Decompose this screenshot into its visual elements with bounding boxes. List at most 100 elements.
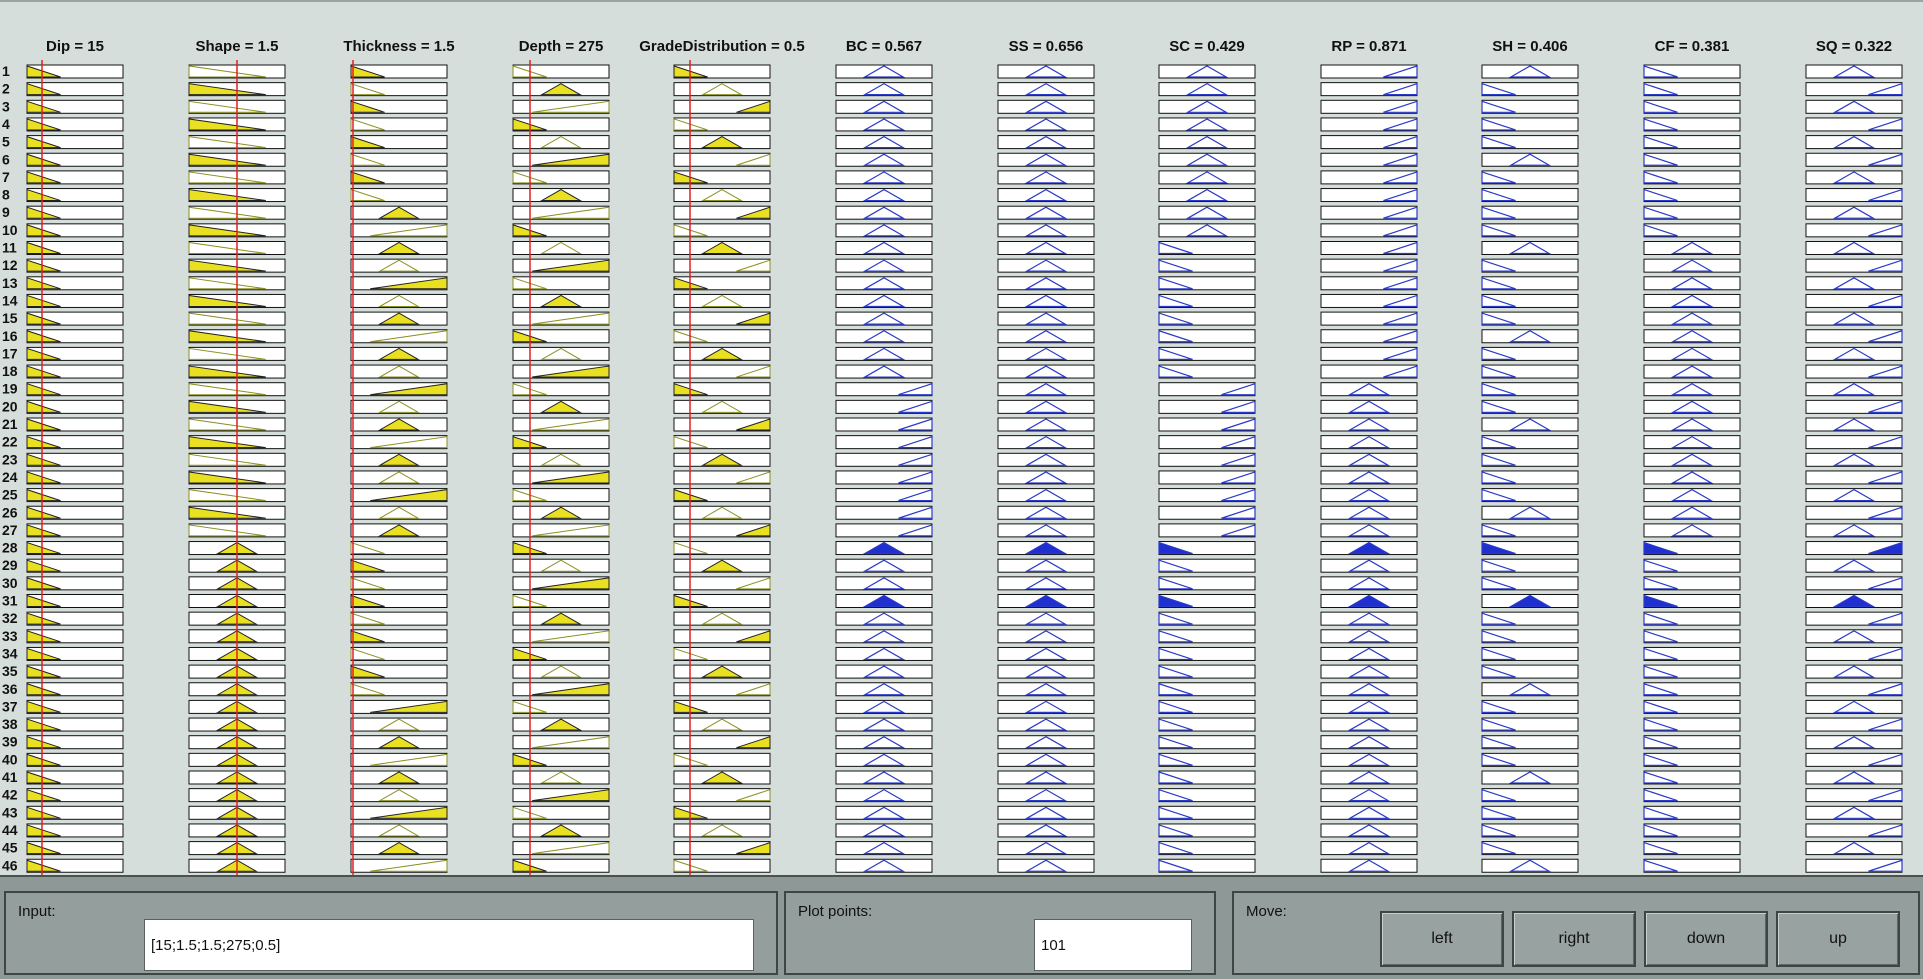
membership-box[interactable]: [835, 523, 933, 538]
membership-box[interactable]: [1320, 329, 1418, 344]
membership-box[interactable]: [835, 382, 933, 397]
membership-box[interactable]: [1643, 523, 1741, 538]
membership-box[interactable]: [1320, 382, 1418, 397]
membership-box[interactable]: [1320, 805, 1418, 820]
input-field[interactable]: [144, 919, 754, 971]
membership-box[interactable]: [512, 241, 610, 255]
membership-box[interactable]: [1320, 611, 1418, 626]
membership-box[interactable]: [1158, 505, 1256, 520]
membership-box[interactable]: [350, 752, 448, 767]
membership-box[interactable]: [350, 505, 448, 520]
membership-box[interactable]: [1643, 841, 1741, 856]
membership-box[interactable]: [997, 576, 1095, 591]
membership-box[interactable]: [1805, 805, 1903, 820]
membership-box[interactable]: [997, 629, 1095, 644]
membership-box[interactable]: [997, 170, 1095, 185]
membership-box[interactable]: [1805, 435, 1903, 450]
membership-box[interactable]: [1158, 664, 1256, 679]
membership-box[interactable]: [1158, 152, 1256, 167]
membership-box[interactable]: [835, 170, 933, 185]
membership-box[interactable]: [1805, 488, 1903, 503]
membership-box[interactable]: [512, 805, 610, 820]
membership-box[interactable]: [835, 223, 933, 238]
membership-box[interactable]: [512, 276, 610, 291]
membership-box[interactable]: [512, 558, 610, 573]
membership-box[interactable]: [1158, 435, 1256, 450]
membership-box[interactable]: [835, 64, 933, 79]
membership-box[interactable]: [1805, 399, 1903, 414]
membership-box[interactable]: [997, 470, 1095, 485]
membership-box[interactable]: [673, 505, 771, 520]
membership-box[interactable]: [997, 311, 1095, 326]
membership-box[interactable]: [997, 117, 1095, 132]
membership-box[interactable]: [1481, 82, 1579, 97]
membership-box[interactable]: [1481, 488, 1579, 503]
membership-box[interactable]: [1481, 823, 1579, 838]
membership-box[interactable]: [350, 258, 448, 273]
membership-box[interactable]: [835, 858, 933, 873]
membership-box[interactable]: [673, 258, 771, 273]
membership-box[interactable]: [512, 770, 610, 785]
membership-box[interactable]: [835, 841, 933, 856]
membership-box[interactable]: [1481, 135, 1579, 150]
membership-box[interactable]: [1805, 382, 1903, 397]
membership-box[interactable]: [1481, 576, 1579, 591]
membership-box[interactable]: [1158, 823, 1256, 838]
membership-box[interactable]: [835, 452, 933, 467]
membership-box[interactable]: [673, 329, 771, 344]
membership-box[interactable]: [1158, 205, 1256, 220]
membership-box[interactable]: [835, 752, 933, 767]
membership-box[interactable]: [1320, 735, 1418, 750]
membership-box[interactable]: [997, 858, 1095, 873]
membership-box[interactable]: [350, 788, 448, 803]
membership-box[interactable]: [1805, 629, 1903, 644]
membership-box[interactable]: [835, 735, 933, 750]
membership-box[interactable]: [1481, 523, 1579, 538]
membership-box[interactable]: [1643, 223, 1741, 238]
membership-box[interactable]: [1805, 205, 1903, 220]
membership-box[interactable]: [1805, 135, 1903, 150]
membership-box[interactable]: [997, 99, 1095, 114]
move-left-button[interactable]: left: [1380, 911, 1504, 967]
membership-box[interactable]: [1320, 346, 1418, 361]
membership-box[interactable]: [1320, 699, 1418, 714]
membership-box[interactable]: [1481, 258, 1579, 273]
membership-box[interactable]: [1158, 629, 1256, 644]
membership-box[interactable]: [1643, 64, 1741, 79]
membership-box[interactable]: [1805, 682, 1903, 697]
membership-box[interactable]: [1158, 293, 1256, 308]
membership-box[interactable]: [1158, 682, 1256, 697]
membership-box[interactable]: [1320, 752, 1418, 767]
membership-box[interactable]: [835, 717, 933, 732]
membership-box[interactable]: [1481, 435, 1579, 450]
membership-box[interactable]: [1320, 523, 1418, 538]
membership-box[interactable]: [1643, 82, 1741, 97]
membership-box[interactable]: [1158, 452, 1256, 467]
membership-box[interactable]: [835, 152, 933, 167]
membership-box[interactable]: [1805, 752, 1903, 767]
membership-box[interactable]: [835, 117, 933, 132]
membership-box[interactable]: [1320, 823, 1418, 838]
membership-box[interactable]: [1643, 99, 1741, 114]
membership-box[interactable]: [1320, 488, 1418, 503]
membership-box[interactable]: [1481, 735, 1579, 750]
membership-box[interactable]: [997, 382, 1095, 397]
membership-box[interactable]: [1643, 135, 1741, 150]
membership-box[interactable]: [512, 664, 610, 679]
membership-box[interactable]: [997, 435, 1095, 450]
membership-box[interactable]: [1481, 117, 1579, 132]
membership-box[interactable]: [1805, 664, 1903, 679]
membership-box[interactable]: [1320, 293, 1418, 308]
membership-box[interactable]: [997, 223, 1095, 238]
membership-box[interactable]: [835, 682, 933, 697]
membership-box[interactable]: [1643, 576, 1741, 591]
membership-box[interactable]: [350, 223, 448, 238]
membership-box[interactable]: [1643, 629, 1741, 644]
membership-box[interactable]: [1643, 788, 1741, 803]
membership-box[interactable]: [1320, 770, 1418, 785]
membership-box[interactable]: [1805, 576, 1903, 591]
membership-box[interactable]: [350, 364, 448, 379]
membership-box[interactable]: [835, 241, 933, 255]
membership-box[interactable]: [1158, 717, 1256, 732]
membership-box[interactable]: [673, 858, 771, 873]
